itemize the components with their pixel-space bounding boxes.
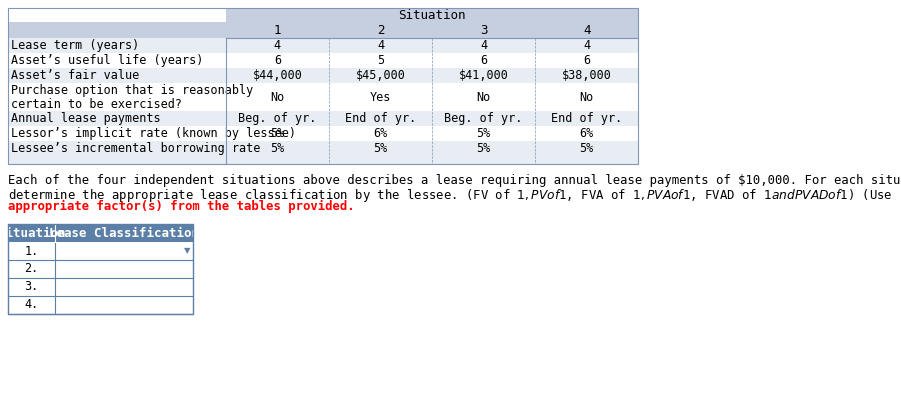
- Text: 4.: 4.: [24, 299, 39, 312]
- Bar: [8, 53, 638, 68]
- Text: 2.: 2.: [24, 263, 39, 275]
- Text: Lessee’s incremental borrowing rate: Lessee’s incremental borrowing rate: [11, 142, 260, 155]
- Text: 6%: 6%: [579, 127, 594, 140]
- Text: $38,000: $38,000: [561, 69, 612, 82]
- Text: No: No: [477, 90, 491, 103]
- Bar: [8, 156, 638, 164]
- Text: 6: 6: [480, 54, 487, 67]
- Text: 5: 5: [377, 54, 384, 67]
- Text: 3: 3: [480, 23, 487, 36]
- Text: Lease term (years): Lease term (years): [11, 39, 140, 52]
- Text: determine the appropriate lease classification by the lessee. (FV of $1, PV of $: determine the appropriate lease classifi…: [8, 187, 893, 204]
- Text: appropriate factor(s) from the tables provided.: appropriate factor(s) from the tables pr…: [8, 200, 355, 213]
- Text: 1.: 1.: [24, 245, 39, 258]
- Bar: [8, 260, 193, 278]
- Text: $41,000: $41,000: [459, 69, 508, 82]
- Text: 6: 6: [274, 54, 281, 67]
- Text: Asset’s fair value: Asset’s fair value: [11, 69, 140, 82]
- Bar: [8, 111, 638, 126]
- Text: $44,000: $44,000: [252, 69, 303, 82]
- Text: Situation: Situation: [0, 226, 66, 239]
- Text: Purchase option that is reasonably: Purchase option that is reasonably: [11, 83, 253, 96]
- Text: End of yr.: End of yr.: [345, 112, 416, 125]
- Bar: [8, 22, 638, 38]
- Bar: [8, 296, 193, 314]
- Text: $45,000: $45,000: [356, 69, 405, 82]
- Bar: [8, 8, 638, 164]
- Bar: [8, 38, 638, 53]
- Text: Asset’s useful life (years): Asset’s useful life (years): [11, 54, 204, 67]
- Text: 4: 4: [583, 23, 590, 36]
- Text: 5%: 5%: [270, 127, 285, 140]
- Text: 6%: 6%: [373, 127, 387, 140]
- Text: 5%: 5%: [579, 142, 594, 155]
- Text: Each of the four independent situations above describes a lease requiring annual: Each of the four independent situations …: [8, 174, 901, 187]
- Text: 4: 4: [480, 39, 487, 52]
- Text: ▼: ▼: [184, 246, 191, 256]
- Text: Annual lease payments: Annual lease payments: [11, 112, 160, 125]
- Text: No: No: [270, 90, 285, 103]
- Text: 4: 4: [274, 39, 281, 52]
- Text: 6: 6: [583, 54, 590, 67]
- Bar: [8, 126, 638, 141]
- Bar: [8, 278, 193, 296]
- Bar: [8, 242, 193, 260]
- Bar: [226, 8, 638, 22]
- Bar: [8, 224, 193, 314]
- Text: 4: 4: [377, 39, 384, 52]
- Bar: [8, 83, 638, 111]
- Text: 3.: 3.: [24, 280, 39, 293]
- Text: certain to be exercised?: certain to be exercised?: [11, 98, 182, 111]
- Bar: [8, 68, 638, 83]
- Text: Lessor’s implicit rate (known by lessee): Lessor’s implicit rate (known by lessee): [11, 127, 296, 140]
- Text: Situation: Situation: [398, 9, 466, 21]
- Text: End of yr.: End of yr.: [551, 112, 623, 125]
- Text: 5%: 5%: [477, 127, 491, 140]
- Text: Lease Classification: Lease Classification: [50, 226, 199, 239]
- Text: 4: 4: [583, 39, 590, 52]
- Text: Beg. of yr.: Beg. of yr.: [444, 112, 523, 125]
- Text: No: No: [579, 90, 594, 103]
- Bar: [8, 224, 193, 242]
- Text: 5%: 5%: [477, 142, 491, 155]
- Text: 5%: 5%: [270, 142, 285, 155]
- Text: 2: 2: [377, 23, 384, 36]
- Bar: [8, 141, 638, 156]
- Text: Yes: Yes: [369, 90, 391, 103]
- Text: 1: 1: [274, 23, 281, 36]
- Text: Beg. of yr.: Beg. of yr.: [238, 112, 316, 125]
- Text: 5%: 5%: [373, 142, 387, 155]
